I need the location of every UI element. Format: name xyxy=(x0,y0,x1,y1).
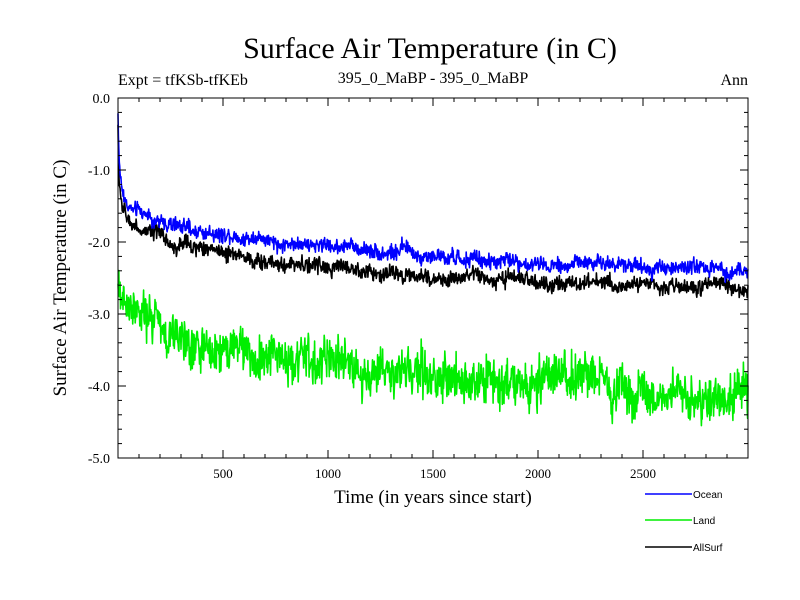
x-axis-label: Time (in years since start) xyxy=(334,487,532,508)
series-line-allsurf xyxy=(117,124,749,299)
legend-label-ocean: Ocean xyxy=(693,490,722,501)
subtitle-experiment: Expt = tfKSb-tfKEb xyxy=(118,72,248,89)
subtitle-comparison: 395_0_MaBP - 395_0_MaBP xyxy=(338,70,529,87)
x-tick-label: 2000 xyxy=(525,466,551,481)
x-tick-label: 1500 xyxy=(420,466,446,481)
y-tick-label: -4.0 xyxy=(88,380,110,395)
x-tick-label: 2500 xyxy=(630,466,656,481)
x-tick-label: 1000 xyxy=(315,466,341,481)
y-tick-label: 0.0 xyxy=(93,92,111,107)
axis-layer: 500 1000 1500 2000 2500 0.0 -1.0 -2.0 -3.0 -4.0 -5… xyxy=(88,92,748,481)
x-tick-label: 500 xyxy=(213,466,233,481)
series-line-land xyxy=(117,269,749,427)
legend-label-allsurf: AllSurf xyxy=(693,543,723,554)
y-tick-label: -5.0 xyxy=(88,452,110,467)
legend: Ocean Land AllSurf xyxy=(645,490,723,554)
y-tick-label: -1.0 xyxy=(88,164,110,179)
legend-label-land: Land xyxy=(693,516,715,527)
subtitle-season: Ann xyxy=(720,72,748,89)
y-tick-label: -3.0 xyxy=(88,308,110,323)
series-layer xyxy=(117,113,749,427)
y-axis-label: Surface Air Temperature (in C) xyxy=(50,160,71,397)
y-tick-label: -2.0 xyxy=(88,236,110,251)
chart-title: Surface Air Temperature (in C) xyxy=(243,32,617,65)
series-line-ocean xyxy=(117,113,749,284)
